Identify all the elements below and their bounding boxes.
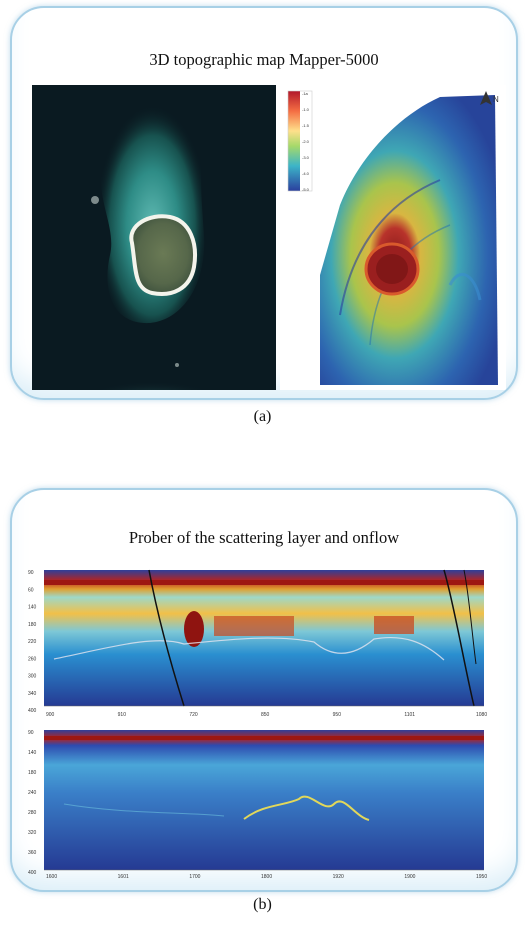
top-x-tick-label: 1101: [404, 712, 415, 718]
figure-a-caption: (a): [253, 408, 272, 425]
colorbar-tick-label: -1.5: [302, 123, 310, 128]
north-label: N: [493, 95, 499, 104]
colorbar: [288, 91, 300, 191]
colorbar-tick-label: -5.0: [302, 187, 310, 192]
bottom-x-tick-label: 1900: [404, 874, 415, 880]
figure-a-title: 3D topographic map Mapper-5000: [149, 50, 379, 69]
satellite-image: [32, 85, 276, 390]
top-y-tick-label: 180: [28, 622, 37, 628]
figure-b-caption: (b): [253, 896, 272, 913]
top-y-tick-label: 400: [28, 708, 37, 714]
colorbar-tick-label: -1a: [302, 91, 309, 96]
bottom-x-tick-label: 1601: [118, 874, 129, 880]
bottom-y-tick-label: 180: [28, 770, 37, 776]
top-y-tick-label: 90: [28, 570, 34, 576]
colorbar-tick-label: -1.0: [302, 107, 310, 112]
top-y-tick-label: 260: [28, 656, 37, 662]
bottom-x-tick-label: 1700: [189, 874, 200, 880]
figure-a-card: 3D topographic map Mapper-5000: [10, 6, 518, 400]
top-y-tick-label: 140: [28, 605, 37, 611]
top-x-tick-label: 910: [118, 712, 127, 718]
bottom-y-tick-label: 320: [28, 830, 37, 836]
echogram-bottom: 90 140 180 240 280 320 360 400 1600 1601 1700 1800 1…: [24, 724, 488, 884]
echogram-top: 90 60 140 180 220 260 300 340 400 900 910 720 850 950…: [24, 564, 488, 722]
top-y-tick-label: 220: [28, 639, 37, 645]
bottom-y-tick-label: 240: [28, 790, 37, 796]
bottom-y-tick-label: 360: [28, 850, 37, 856]
top-x-tick-label: 950: [333, 712, 342, 718]
top-x-tick-label: 850: [261, 712, 270, 718]
bottom-y-tick-label: 90: [28, 730, 34, 736]
colorbar-tick-label: -3.0: [302, 155, 310, 160]
bottom-y-tick-label: 280: [28, 810, 37, 816]
top-x-tick-label: 900: [46, 712, 55, 718]
top-x-tick-label: 1080: [476, 712, 487, 718]
bottom-x-tick-label: 1920: [333, 874, 344, 880]
bottom-y-tick-label: 140: [28, 750, 37, 756]
figure-b-card: Prober of the scattering layer and onflo…: [10, 488, 518, 892]
north-arrow-icon: [480, 91, 492, 105]
bottom-x-tick-label: 1950: [476, 874, 487, 880]
bottom-x-tick-label: 1600: [46, 874, 57, 880]
colorbar-tick-label: -2.0: [302, 139, 310, 144]
top-x-tick-label: 720: [189, 712, 198, 718]
topographic-map: -1a -1.0 -1.5 -2.0 -3.0 -4.0 -5.0 N: [280, 85, 506, 390]
top-y-tick-label: 340: [28, 691, 37, 697]
bottom-x-tick-label: 1800: [261, 874, 272, 880]
figure-b-title: Prober of the scattering layer and onflo…: [128, 528, 400, 547]
top-y-tick-label: 300: [28, 674, 37, 680]
top-y-tick-label: 60: [28, 587, 34, 593]
bottom-y-tick-label: 400: [28, 870, 37, 876]
colorbar-tick-label: -4.0: [302, 171, 310, 176]
